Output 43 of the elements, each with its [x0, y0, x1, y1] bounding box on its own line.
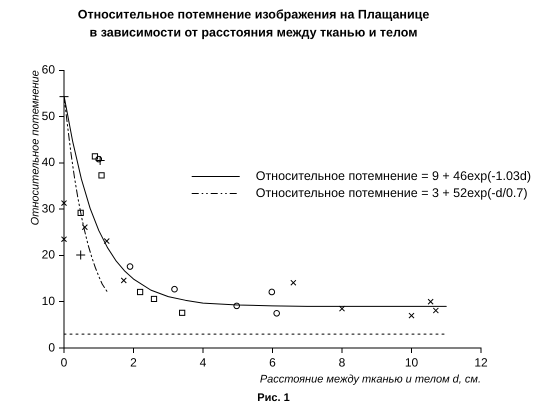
x-tick-label: 2: [130, 356, 138, 370]
x-tick-label: 10: [404, 356, 418, 370]
legend-label: Относительное потемнение = 3 + 52exp(-d/0.7): [256, 186, 528, 200]
x-tick-label: 0: [60, 356, 68, 370]
point: [126, 263, 134, 270]
y-tick-label: 40: [42, 155, 56, 170]
point: [95, 156, 106, 166]
y-tick-label: 30: [42, 201, 56, 216]
point: [171, 286, 178, 293]
chart-title: Относительное потемнение изображения на Плащанице в зависимости от расстояния между тканью и телом: [78, 8, 430, 40]
x-tick-label: 8: [338, 356, 346, 370]
point: [179, 310, 186, 316]
point: [136, 288, 144, 296]
point: [60, 200, 68, 206]
point: [98, 172, 105, 178]
point: [273, 310, 280, 317]
text: Рис. 1: [257, 392, 290, 404]
point: [150, 296, 158, 302]
y-tick-label: 0: [48, 340, 56, 354]
point: [338, 306, 346, 312]
x-axis-title: Расстояние между тканью и телом d, см.: [260, 373, 481, 386]
point: [233, 302, 240, 310]
point: [290, 280, 296, 286]
point: [78, 210, 84, 216]
point: [95, 156, 102, 162]
point: [92, 153, 98, 160]
x-tick-label: 12: [474, 356, 488, 370]
point: [268, 288, 276, 296]
y-tick-label: 10: [42, 294, 56, 308]
legend-label: Относительное потемнение = 9 + 46exp(-1.03d): [256, 168, 531, 183]
x-tick-label: 6: [269, 356, 276, 370]
x-tick-label: 4: [200, 356, 207, 370]
y-axis-title: Относительное потемнение: [30, 70, 42, 226]
point: [428, 298, 434, 305]
point: [408, 312, 415, 319]
y-tick-label: 60: [42, 62, 56, 77]
y-tick-label: 50: [42, 108, 56, 123]
point: [82, 224, 88, 230]
y-tick-label: 20: [42, 248, 56, 262]
point: [432, 307, 439, 314]
point: [120, 277, 127, 284]
point: [104, 238, 110, 244]
point: [76, 250, 86, 260]
